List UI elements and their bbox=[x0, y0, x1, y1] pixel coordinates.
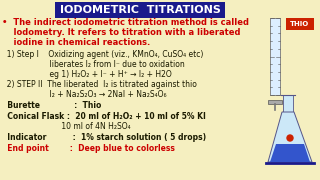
FancyBboxPatch shape bbox=[55, 2, 225, 18]
Text: Indicator          :  1% starch solution ( 5 drops): Indicator : 1% starch solution ( 5 drops… bbox=[2, 133, 206, 142]
Text: 1) Step I    Oxidizing agent (viz., KMnO₄, CuSO₄ etc): 1) Step I Oxidizing agent (viz., KMnO₄, … bbox=[2, 50, 204, 59]
Text: I₂ + Na₂S₂O₃ → 2NaI + Na₂S₄O₆: I₂ + Na₂S₂O₃ → 2NaI + Na₂S₄O₆ bbox=[2, 90, 167, 99]
Text: •  The indirect iodometric titration method is called: • The indirect iodometric titration meth… bbox=[2, 18, 249, 27]
Text: Iodometry. It refers to titration with a liberated: Iodometry. It refers to titration with a… bbox=[2, 28, 241, 37]
FancyBboxPatch shape bbox=[270, 18, 280, 95]
Text: iodine in chemical reactions.: iodine in chemical reactions. bbox=[2, 38, 150, 47]
FancyBboxPatch shape bbox=[286, 18, 314, 30]
Polygon shape bbox=[270, 144, 310, 162]
Text: 10 ml of 4N H₂SO₄: 10 ml of 4N H₂SO₄ bbox=[2, 122, 131, 131]
Polygon shape bbox=[268, 112, 312, 162]
Text: THIO: THIO bbox=[290, 21, 310, 27]
Text: Burette             :  Thio: Burette : Thio bbox=[2, 101, 101, 110]
FancyBboxPatch shape bbox=[283, 95, 293, 112]
Text: 2) STEP II  The liberated  I₂ is titrated against thio: 2) STEP II The liberated I₂ is titrated … bbox=[2, 80, 197, 89]
Circle shape bbox=[287, 135, 293, 141]
Text: eg 1) H₂O₂ + I⁻ + H⁺ → I₂ + H2O: eg 1) H₂O₂ + I⁻ + H⁺ → I₂ + H2O bbox=[2, 70, 172, 79]
Text: liberates I₂ from I⁻ due to oxidation: liberates I₂ from I⁻ due to oxidation bbox=[2, 60, 185, 69]
Text: End point        :  Deep blue to colorless: End point : Deep blue to colorless bbox=[2, 144, 175, 153]
FancyBboxPatch shape bbox=[268, 100, 282, 104]
Text: Conical Flask :  20 ml of H₂O₂ + 10 ml of 5% KI: Conical Flask : 20 ml of H₂O₂ + 10 ml of… bbox=[2, 112, 206, 121]
Text: IODOMETRIC  TITRATIONS: IODOMETRIC TITRATIONS bbox=[60, 5, 220, 15]
